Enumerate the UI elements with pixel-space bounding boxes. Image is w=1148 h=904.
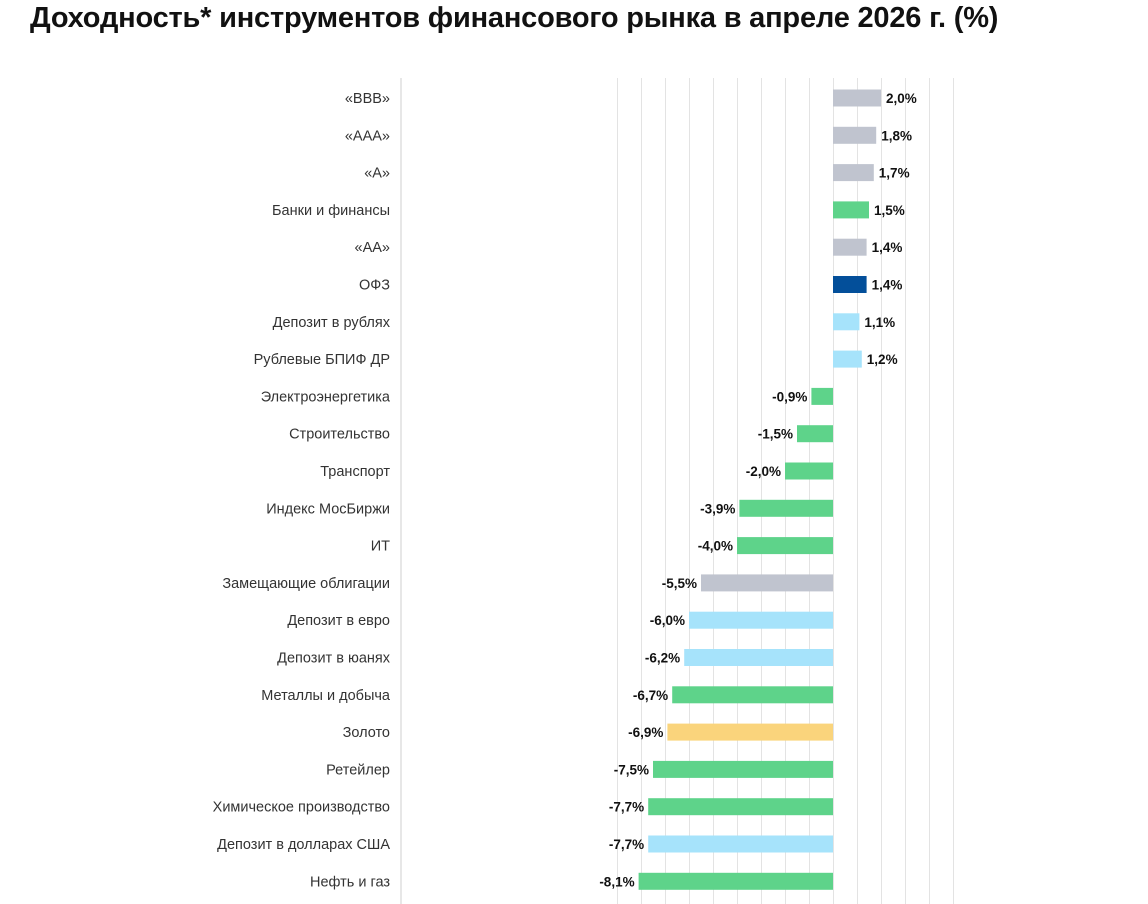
bar <box>833 89 881 107</box>
value-label: 1,7% <box>879 166 910 181</box>
value-label: 1,4% <box>872 278 903 293</box>
value-label: 1,2% <box>867 352 898 367</box>
bar <box>797 425 833 443</box>
category-label: «A» <box>364 166 390 182</box>
bar <box>653 760 833 778</box>
bar <box>689 611 833 629</box>
bar <box>701 574 833 592</box>
bar <box>648 798 833 816</box>
category-label: Депозит в евро <box>287 613 390 629</box>
value-label: 1,5% <box>874 203 905 218</box>
category-label: Замещающие облигации <box>222 576 390 592</box>
bar <box>667 723 833 741</box>
category-label: «AAA» <box>345 128 390 144</box>
value-label: -6,2% <box>645 651 680 666</box>
category-label: Нефть и газ <box>310 874 390 890</box>
bar <box>833 238 867 256</box>
bar <box>833 276 867 293</box>
bar <box>833 164 874 182</box>
value-labels: 2,0% 1,8% 1,7% 1,5% 1,4% 1,4% 1,1% 1,2% -0,9% -1,… <box>599 91 916 889</box>
value-label: -1,5% <box>758 427 793 442</box>
category-label: Депозит в долларах США <box>217 837 390 853</box>
category-label: Индекс МосБиржи <box>266 501 390 517</box>
bars-group <box>638 89 881 890</box>
category-label: Транспорт <box>320 464 390 480</box>
bar <box>672 686 833 704</box>
bar <box>638 872 833 890</box>
chart-title: Доходность* инструментов финансового рын… <box>30 2 999 34</box>
bar <box>684 649 833 666</box>
bar <box>785 462 833 480</box>
category-label: Ретейлер <box>326 762 390 778</box>
category-label: ИТ <box>371 539 390 555</box>
value-label: -6,0% <box>650 613 685 628</box>
category-label: Рублевые БПИФ ДР <box>254 352 390 368</box>
category-label: Электроэнергетика <box>261 389 391 405</box>
category-label: Золото <box>343 725 390 741</box>
value-label: -6,9% <box>628 725 663 740</box>
bar <box>833 313 860 331</box>
category-label: Депозит в юанях <box>277 651 391 667</box>
value-label: -5,5% <box>662 576 697 591</box>
category-label: Металлы и добыча <box>261 688 391 704</box>
category-label: Химическое производство <box>213 800 390 816</box>
bar <box>811 387 833 405</box>
value-label: -7,7% <box>609 837 644 852</box>
bar <box>833 201 869 219</box>
value-label: -7,7% <box>609 800 644 815</box>
value-label: 1,8% <box>881 128 912 143</box>
grid-lines <box>400 78 954 904</box>
category-label: «BBB» <box>345 91 390 107</box>
category-label: «AA» <box>355 240 390 256</box>
value-label: -4,0% <box>698 539 733 554</box>
category-label: Банки и финансы <box>272 203 390 219</box>
bar <box>648 835 833 853</box>
value-label: 1,4% <box>872 240 903 255</box>
value-label: -8,1% <box>599 874 634 889</box>
bar <box>833 350 862 368</box>
value-label: -2,0% <box>746 464 781 479</box>
category-labels: «BBB» «AAA» «A» Банки и финансы «AA» ОФЗ Депоз… <box>213 91 391 890</box>
value-label: 1,1% <box>864 315 895 330</box>
value-label: -0,9% <box>772 389 807 404</box>
bar <box>737 537 833 555</box>
value-label: 2,0% <box>886 91 917 106</box>
category-label: ОФЗ <box>359 278 390 294</box>
value-label: -3,9% <box>700 501 735 516</box>
category-label: Строительство <box>289 427 390 443</box>
bar <box>739 499 833 517</box>
value-label: -6,7% <box>633 688 668 703</box>
value-label: -7,5% <box>614 762 649 777</box>
category-label: Депозит в рублях <box>273 315 391 331</box>
bar <box>833 126 877 144</box>
